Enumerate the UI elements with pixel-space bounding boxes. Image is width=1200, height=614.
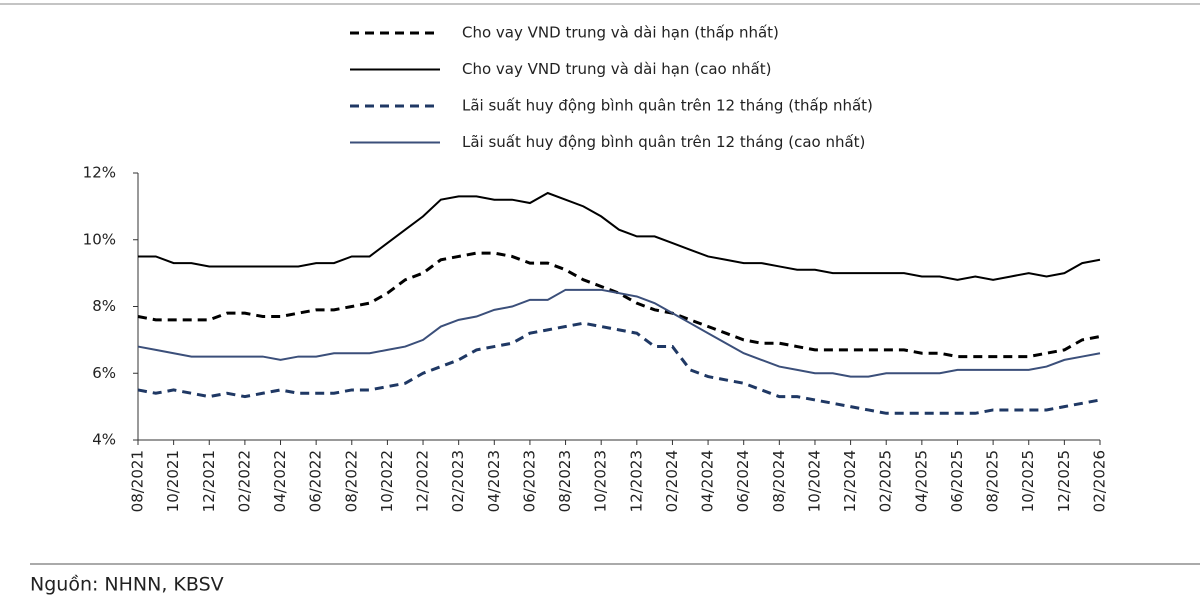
x-tick-label: 02/2023 [449, 450, 467, 512]
series-line [137, 288, 1101, 378]
legend-label: Lãi suất huy động bình quân trên 12 thán… [462, 133, 865, 151]
series-line [137, 321, 1101, 415]
x-tick-label: 02/2022 [235, 450, 253, 512]
legend-label: Lãi suất huy động bình quân trên 12 thán… [462, 97, 873, 115]
x-tick-label: 06/2025 [948, 450, 966, 512]
y-tick-label: 4% [92, 431, 116, 449]
x-tick-label: 06/2022 [307, 450, 325, 512]
x-tick-label: 02/2024 [663, 450, 681, 512]
x-tick-label: 04/2023 [485, 450, 503, 512]
x-tick-label: 12/2022 [414, 450, 432, 512]
x-tick-label: 04/2024 [699, 450, 717, 512]
x-tick-label: 02/2025 [877, 450, 895, 512]
x-tick-label: 06/2024 [734, 450, 752, 512]
x-tick-label: 10/2022 [378, 450, 396, 512]
x-tick-label: 12/2025 [1055, 450, 1073, 512]
x-tick-label: 08/2024 [770, 450, 788, 512]
x-tick-label: 12/2023 [627, 450, 645, 512]
x-tick-label: 10/2021 [164, 450, 182, 512]
series-line [138, 191, 1101, 281]
legend-label: Cho vay VND trung và dài hạn (thấp nhất) [462, 24, 779, 42]
x-tick-label: 02/2026 [1091, 450, 1109, 512]
y-tick-label: 10% [83, 230, 116, 248]
legend-label: Cho vay VND trung và dài hạn (cao nhất) [462, 60, 771, 78]
x-tick-label: 10/2024 [805, 450, 823, 512]
series-line [137, 251, 1101, 359]
x-tick-label: 08/2023 [556, 450, 574, 512]
y-tick-label: 12% [83, 164, 116, 182]
x-tick-label: 04/2025 [912, 450, 930, 512]
source: Nguồn: NHNN, KBSV [30, 574, 224, 596]
x-tick-label: 10/2025 [1019, 450, 1037, 512]
x-tick-label: 08/2022 [342, 450, 360, 512]
x-tick-label: 08/2025 [984, 450, 1002, 512]
x-tick-label: 12/2021 [200, 450, 218, 512]
x-tick-label: 10/2023 [592, 450, 610, 512]
x-tick-label: 04/2022 [271, 450, 289, 512]
y-tick-label: 8% [92, 297, 116, 315]
x-tick-label: 06/2023 [520, 450, 538, 512]
y-tick-label: 6% [92, 364, 116, 382]
x-tick-label: 12/2024 [841, 450, 859, 512]
x-tick-label: 08/2021 [129, 450, 147, 512]
